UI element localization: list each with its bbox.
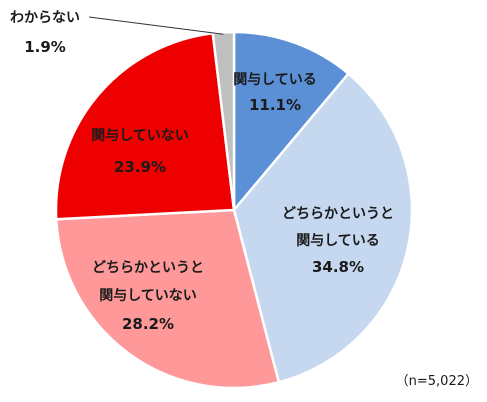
slice-percent-0: 11.1% xyxy=(249,96,301,114)
slice-label-3-line-0: 関与していない xyxy=(91,128,189,144)
slice-label-1-line-0: どちらかというと xyxy=(282,206,394,222)
slice-percent-2: 28.2% xyxy=(122,315,174,333)
slice-label-group-0: 関与している 11.1% xyxy=(233,72,317,114)
leader-layer xyxy=(88,16,224,35)
slice-label-group-3: 関与していない 23.9% xyxy=(91,128,189,176)
slice-label-2-line-0: どちらかというと xyxy=(92,260,204,276)
pie-slice-1 xyxy=(232,72,414,384)
pie-slice-3 xyxy=(54,32,236,221)
pie-slice-0 xyxy=(232,30,350,212)
slice-label-group-4: わからない 1.9% xyxy=(10,10,80,56)
slice-percent-3: 23.9% xyxy=(114,158,166,176)
slice-percent-4: 1.9% xyxy=(24,38,66,56)
slice-label-0-line-0: 関与している xyxy=(233,72,317,88)
slice-percent-1: 34.8% xyxy=(312,258,364,276)
slice-label-4-line-0: わからない xyxy=(10,10,80,26)
labels-layer: 関与している11.1%どちらかというと関与している34.8%どちらかというと関与… xyxy=(10,10,394,333)
leader-line-4 xyxy=(88,16,224,35)
slices-layer xyxy=(54,30,414,390)
sample-size-note: （n=5,022） xyxy=(396,374,478,389)
slice-label-2-line-1: 関与していない xyxy=(99,288,197,304)
slice-label-1-line-1: 関与している xyxy=(296,233,380,249)
pie-slice-2 xyxy=(54,208,281,390)
